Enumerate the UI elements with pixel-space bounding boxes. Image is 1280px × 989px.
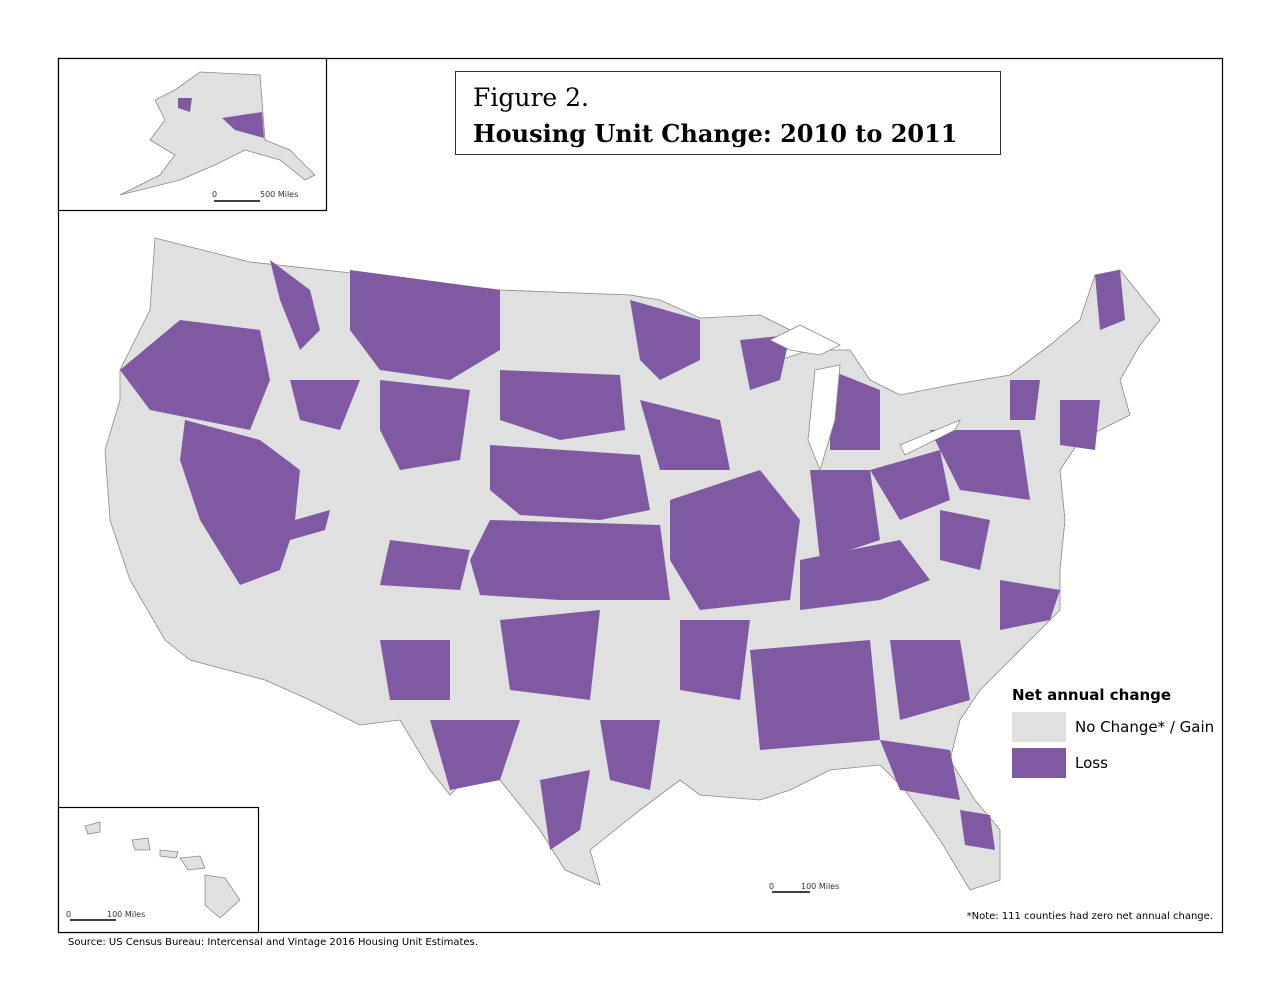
- loss-area: [1060, 400, 1100, 450]
- hawaii-islands: [84, 821, 241, 919]
- island: [84, 821, 101, 835]
- legend: No Change* / Gain Loss: [1012, 712, 1214, 778]
- title: Housing Unit Change: 2010 to 2011: [473, 119, 958, 148]
- loss-area: [222, 112, 264, 138]
- loss-area: [600, 720, 660, 790]
- legend-label: Loss: [1075, 754, 1108, 772]
- loss-area: [890, 640, 970, 720]
- loss-area: [380, 380, 470, 470]
- source: Source: US Census Bureau: Intercensal an…: [68, 937, 478, 948]
- legend-swatch: [1012, 712, 1066, 742]
- loss-area: [500, 370, 625, 440]
- loss-area: [1095, 270, 1125, 330]
- scale-zero: 0: [212, 190, 217, 199]
- contiguous-us: [104, 237, 1161, 891]
- legend-swatch: [1012, 748, 1066, 778]
- loss-area: [1000, 580, 1060, 630]
- loss-area: [870, 450, 950, 520]
- frame: [57, 57, 1224, 934]
- loss-area: [930, 430, 1030, 500]
- loss-area: [640, 400, 730, 470]
- loss-areas: [120, 260, 1125, 850]
- loss-area: [290, 380, 360, 430]
- island: [179, 855, 206, 871]
- loss-area: [680, 620, 750, 700]
- loss-area: [380, 640, 450, 700]
- island: [131, 837, 151, 851]
- loss-area: [178, 98, 192, 112]
- loss-area: [830, 370, 880, 450]
- loss-area: [1010, 380, 1040, 420]
- loss-area: [120, 320, 270, 430]
- note: *Note: 111 counties had zero net annual …: [967, 911, 1213, 922]
- scale-zero: 0: [66, 910, 71, 919]
- loss-area: [490, 445, 650, 520]
- legend-label: No Change* / Gain: [1075, 718, 1214, 736]
- scale-label: 500 Miles: [260, 190, 298, 199]
- scale-label: 100 Miles: [801, 882, 839, 891]
- loss-area: [270, 260, 320, 350]
- loss-area: [750, 640, 880, 750]
- scale-zero: 0: [769, 882, 774, 891]
- island: [204, 874, 241, 919]
- loss-area: [470, 520, 670, 600]
- loss-area: [880, 740, 960, 800]
- loss-area: [180, 420, 330, 585]
- scale-label: 100 Miles: [107, 910, 145, 919]
- loss-area: [810, 470, 880, 560]
- loss-area: [670, 470, 800, 610]
- legend-title: Net annual change: [1012, 686, 1171, 704]
- loss-area: [500, 610, 600, 700]
- loss-area: [940, 510, 990, 570]
- loss-area: [630, 300, 700, 380]
- figure-label: Figure 2.: [473, 83, 589, 112]
- loss-area: [430, 720, 520, 790]
- lake-michigan: [807, 364, 841, 472]
- loss-area: [960, 810, 995, 850]
- loss-area: [540, 770, 590, 850]
- alaska-outline: [119, 71, 316, 196]
- loss-area: [740, 335, 790, 390]
- island: [159, 849, 179, 859]
- title-box: [455, 71, 1001, 155]
- loss-area: [350, 270, 500, 380]
- loss-area: [380, 540, 470, 590]
- loss-area: [800, 540, 930, 610]
- lake-superior: [769, 324, 841, 356]
- lake-erie: [899, 419, 961, 456]
